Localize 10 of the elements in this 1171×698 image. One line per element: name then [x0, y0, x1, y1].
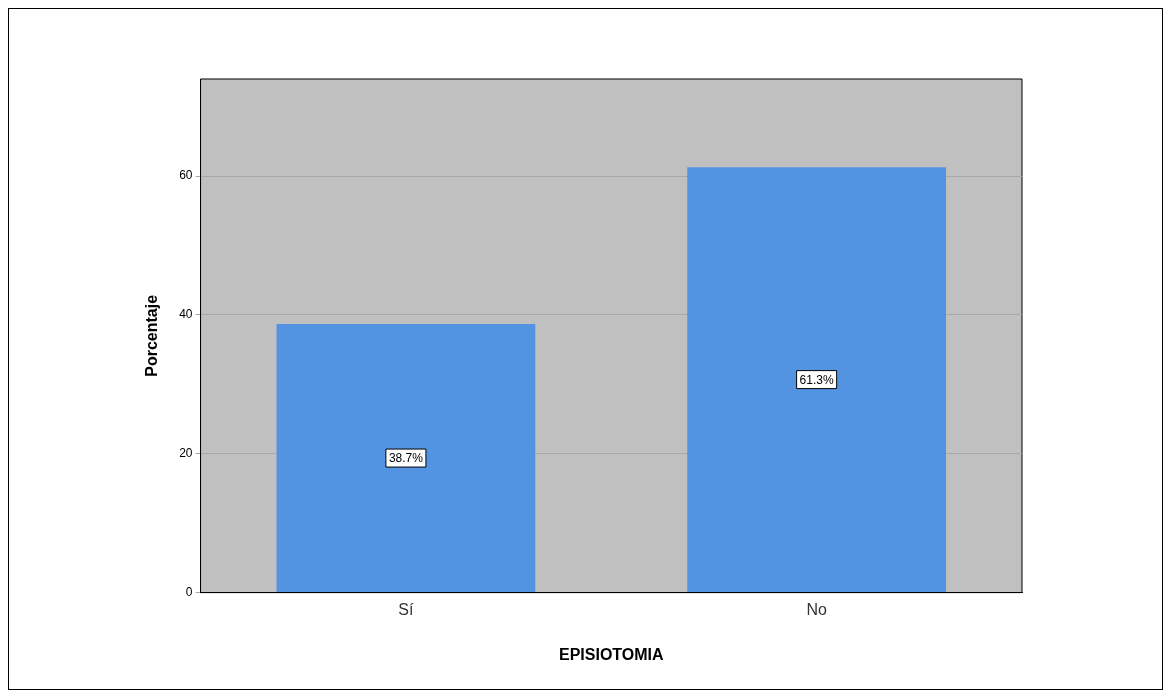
x-axis-title: EPISIOTOMIA [558, 645, 665, 663]
data-label: 38.7% [388, 451, 424, 466]
y-tick-label: 0 [185, 584, 193, 599]
data-label: 61.3% [799, 372, 834, 387]
y-tick-label: 20 [179, 446, 193, 461]
y-tick-label: 40 [179, 307, 193, 322]
x-tick-label: Sí [398, 600, 415, 618]
y-tick-label: 60 [179, 168, 193, 183]
x-tick-label: No [806, 600, 827, 618]
y-axis-title: Porcentaje [143, 294, 161, 377]
